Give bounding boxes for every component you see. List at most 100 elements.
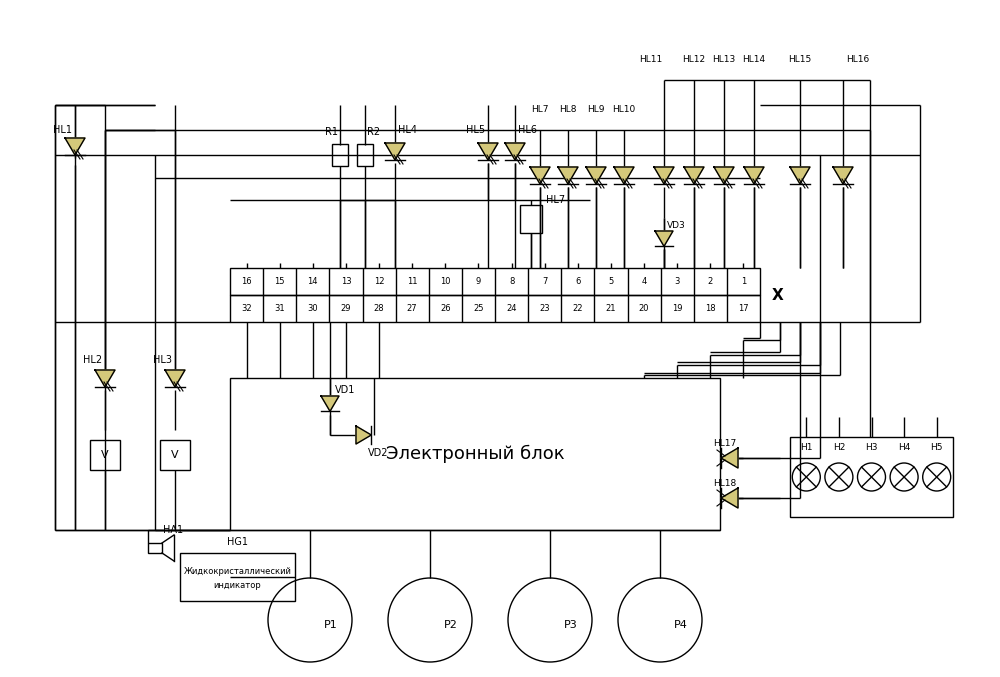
Text: 24: 24 (506, 304, 517, 313)
Text: 17: 17 (738, 304, 749, 313)
Text: H1: H1 (800, 443, 813, 452)
Text: 7: 7 (542, 277, 547, 286)
Bar (230, 378, 720, 530)
Polygon shape (478, 143, 498, 160)
Text: HL16: HL16 (846, 56, 869, 64)
Text: X: X (772, 288, 784, 303)
Text: HL17: HL17 (713, 439, 736, 448)
Text: 9: 9 (476, 277, 481, 286)
Text: 16: 16 (241, 277, 252, 286)
Polygon shape (684, 167, 704, 184)
Text: P1: P1 (324, 620, 338, 630)
Text: HL9: HL9 (587, 106, 605, 114)
Text: 6: 6 (575, 277, 580, 286)
Polygon shape (530, 167, 550, 184)
Text: 12: 12 (374, 277, 384, 286)
Polygon shape (721, 488, 738, 508)
Text: 8: 8 (509, 277, 514, 286)
Text: 4: 4 (641, 277, 647, 286)
Text: 27: 27 (407, 304, 418, 313)
Polygon shape (385, 143, 405, 160)
Text: V: V (101, 450, 109, 460)
Text: 2: 2 (708, 277, 713, 286)
Polygon shape (714, 167, 734, 184)
Text: 19: 19 (672, 304, 682, 313)
Text: HL10: HL10 (612, 106, 636, 114)
Text: 15: 15 (274, 277, 285, 286)
Text: H3: H3 (865, 443, 878, 452)
Text: VD2: VD2 (368, 448, 388, 458)
Polygon shape (586, 167, 606, 184)
Text: HL13: HL13 (712, 56, 736, 64)
Text: R2: R2 (367, 127, 380, 137)
Text: 1: 1 (741, 277, 746, 286)
Text: HL1: HL1 (53, 125, 72, 135)
Text: VD1: VD1 (335, 385, 355, 395)
Text: 21: 21 (606, 304, 616, 313)
Text: HL5: HL5 (466, 125, 485, 135)
Text: HL7: HL7 (531, 106, 549, 114)
Bar (148, 543, 162, 553)
Bar (790, 437, 953, 517)
Text: 25: 25 (473, 304, 484, 313)
Text: 31: 31 (274, 304, 285, 313)
Text: P2: P2 (444, 620, 458, 630)
Polygon shape (356, 426, 371, 444)
Text: HG1: HG1 (227, 537, 248, 547)
Text: P3: P3 (564, 620, 578, 630)
Text: 23: 23 (539, 304, 550, 313)
Text: Жидкокристаллический: Жидкокристаллический (184, 567, 291, 575)
Text: 30: 30 (308, 304, 318, 313)
Text: HL12: HL12 (682, 56, 706, 64)
Text: H2: H2 (833, 443, 845, 452)
Bar (230, 268, 760, 295)
Polygon shape (95, 370, 115, 387)
Text: 20: 20 (639, 304, 649, 313)
Text: HL3: HL3 (153, 355, 172, 365)
Text: V: V (171, 450, 179, 460)
Bar (230, 295, 760, 322)
Text: 5: 5 (608, 277, 614, 286)
Text: 28: 28 (374, 304, 384, 313)
Polygon shape (833, 167, 853, 184)
Polygon shape (321, 396, 339, 412)
Bar (520, 205, 542, 233)
Bar (180, 553, 295, 601)
Polygon shape (558, 167, 578, 184)
Polygon shape (790, 167, 810, 184)
Text: VD3: VD3 (667, 221, 686, 230)
Text: 14: 14 (308, 277, 318, 286)
Polygon shape (721, 448, 738, 468)
Text: HL14: HL14 (742, 56, 766, 64)
Text: HL7: HL7 (546, 195, 565, 205)
Text: индикатор: индикатор (214, 581, 261, 590)
Text: 29: 29 (341, 304, 351, 313)
Bar (90, 440, 120, 470)
Text: 13: 13 (341, 277, 351, 286)
Text: 22: 22 (573, 304, 583, 313)
Bar (160, 440, 190, 470)
Text: HA1: HA1 (163, 525, 183, 535)
Text: H4: H4 (898, 443, 910, 452)
Polygon shape (614, 167, 634, 184)
Text: 3: 3 (674, 277, 680, 286)
Text: HL15: HL15 (788, 56, 812, 64)
Polygon shape (744, 167, 764, 184)
Polygon shape (165, 370, 185, 387)
Text: H5: H5 (930, 443, 943, 452)
Polygon shape (505, 143, 525, 160)
Text: 11: 11 (407, 277, 417, 286)
Polygon shape (655, 231, 673, 246)
Text: HL2: HL2 (83, 355, 102, 365)
Text: 26: 26 (440, 304, 451, 313)
Text: HL4: HL4 (398, 125, 417, 135)
Text: P4: P4 (674, 620, 688, 630)
Text: 18: 18 (705, 304, 716, 313)
Bar (357, 144, 373, 166)
Text: HL11: HL11 (639, 56, 662, 64)
Text: 10: 10 (440, 277, 451, 286)
Text: HL8: HL8 (559, 106, 577, 114)
Text: Электронный блок: Электронный блок (386, 445, 564, 463)
Text: HL18: HL18 (713, 479, 736, 489)
Polygon shape (654, 167, 674, 184)
